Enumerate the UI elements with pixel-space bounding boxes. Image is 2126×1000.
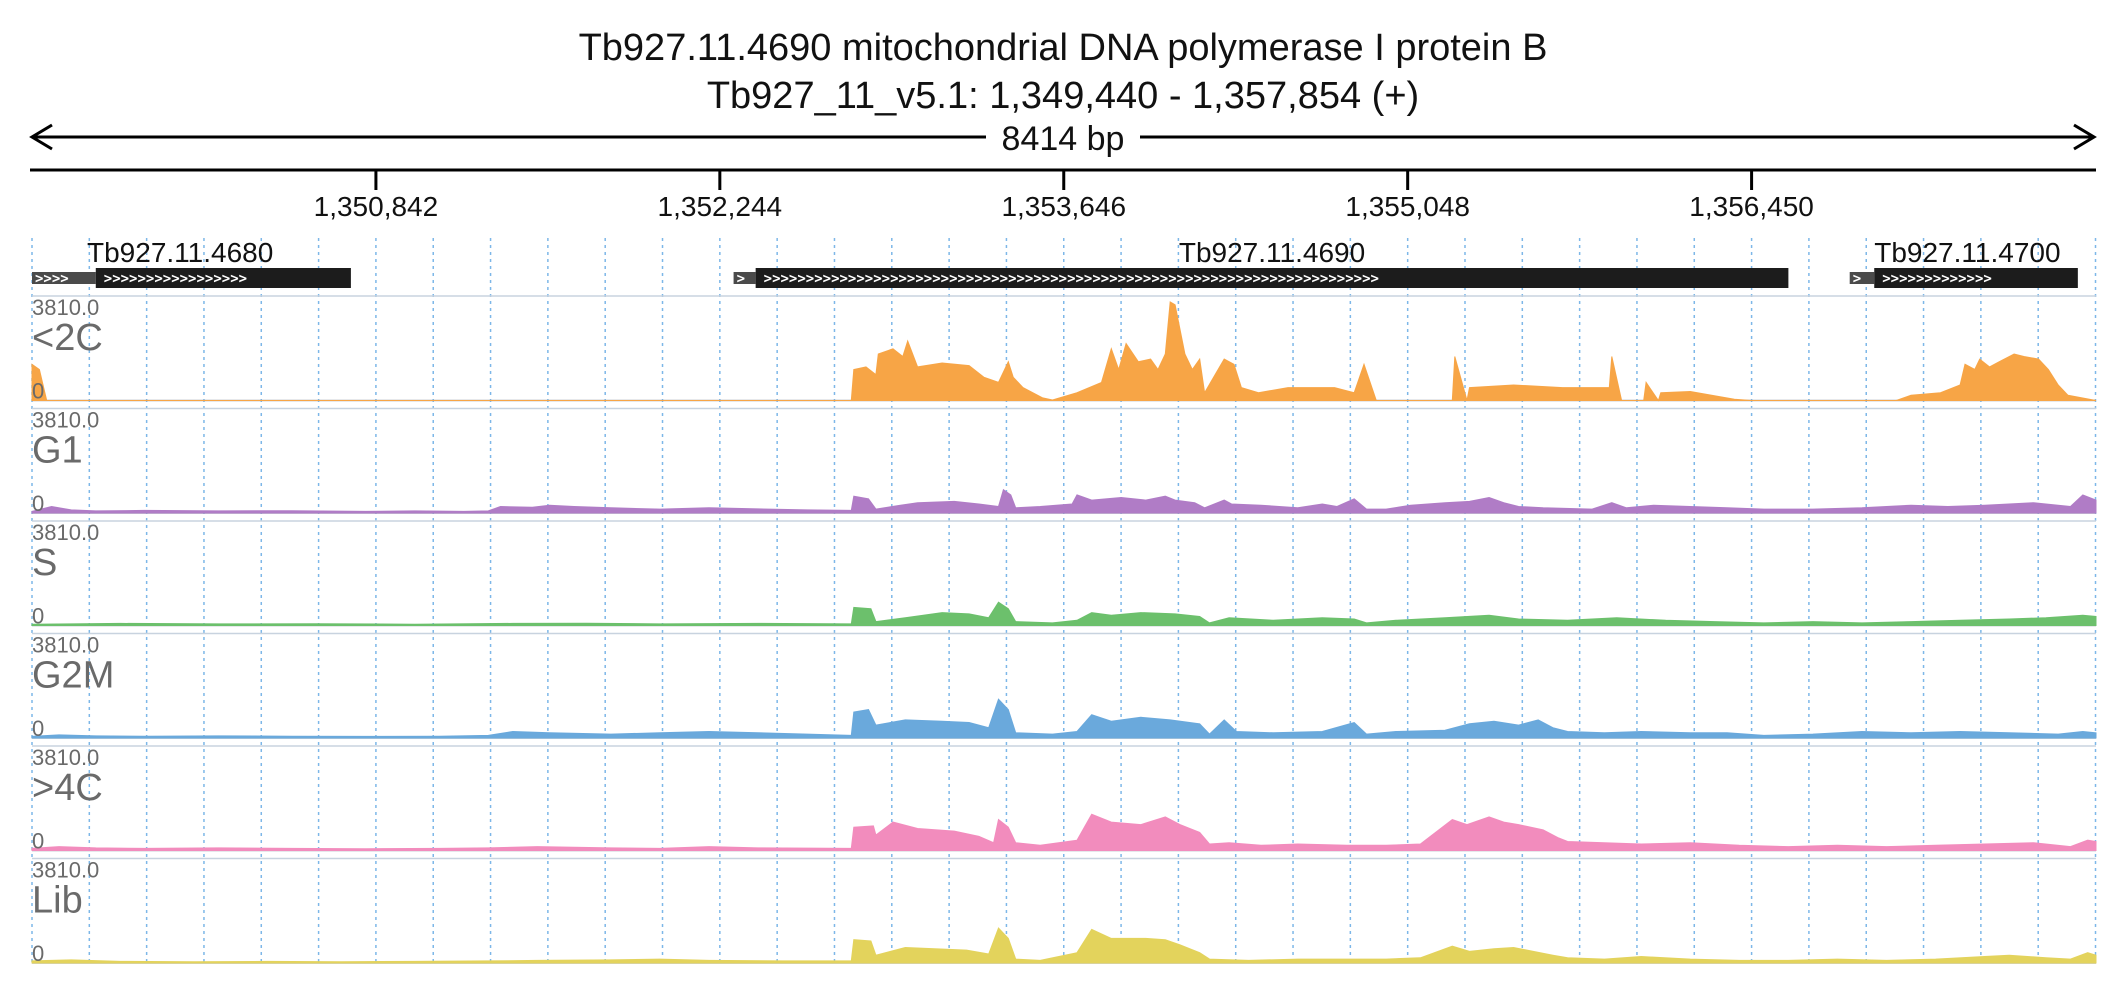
track-name-2: S [32,542,57,584]
track-area-3 [31,698,2097,739]
gene-models: >>>>>>>>>>>>>>>>>>>>>Tb927.11.4680>>>>>>… [32,237,2078,288]
track-ymax-label-5: 3810.0 [32,858,99,883]
gridlines [31,238,2097,964]
span-indicator: 8414 bp [29,120,2097,158]
track-ymax-label-4: 3810.0 [32,745,99,770]
gene-0: >>>>>>>>>>>>>>>>>>>>>Tb927.11.4680 [32,237,351,288]
track-name-1: G1 [32,430,83,472]
gene-utr-1 [733,272,756,284]
track-area-4 [31,813,2097,851]
track-ymin-label-0: 0 [32,379,44,404]
track-ymax-label-1: 3810.0 [32,408,99,433]
track-area-0 [31,301,2097,402]
track-0: 3810.0<2C 0 [31,295,2097,404]
track-name-4: >4C [32,767,103,809]
ruler-tick-label-0: 1,350,842 [314,191,439,222]
track-name-0: <2C [32,317,103,359]
track-ymin-label-1: 0 [32,491,44,516]
track-ymin-label-2: 0 [32,604,44,629]
gene-strand-arrows-1: >>>>>>>>>>>>>>>>>>>>>>>>>>>>>>>>>>>>>>>>… [764,271,1379,287]
figure-title-line1: Tb927.11.4690 mitochondrial DNA polymera… [579,27,1548,69]
gene-cds-0 [95,268,351,288]
coverage-tracks: 3810.0<2C03810.0G103810.0S03810.0G2M0381… [31,295,2097,966]
track-area-5 [31,927,2097,964]
track-ymin-label-5: 0 [32,941,44,966]
span-length-label: 8414 bp [1002,120,1125,158]
ruler-tick-label-1: 1,352,244 [658,191,783,222]
track-name-5: Lib [32,880,83,922]
gene-label-2: Tb927.11.4700 [1874,237,2060,268]
track-ymax-label-2: 3810.0 [32,520,99,545]
gene-utr-arrows-0: >>>> [35,271,69,287]
track-4: 3810.0>4C 0 [31,745,2097,854]
ruler-tick-label-2: 1,353,646 [1001,191,1126,222]
gene-utr-2 [1849,272,1875,284]
gene-utr-arrows-1: > [737,271,745,287]
span-arrow-right-head [2073,123,2097,151]
gene-label-1: Tb927.11.4690 [1179,237,1365,268]
track-name-3: G2M [32,655,114,697]
span-arrow-left-head [29,123,53,151]
gene-cds-1 [755,268,1789,288]
track-1: 3810.0G1 0 [31,408,2097,516]
ruler-ticks: 1,350,842 1,352,244 1,353,646 1,355,048 1,35… [314,170,1814,222]
track-ymin-label-4: 0 [32,829,44,854]
gene-strand-arrows-2: >>>>>>>>>>>>> [1882,271,1992,287]
track-area-1 [31,488,2097,514]
ruler-tick-label-3: 1,355,048 [1345,191,1470,222]
gene-1: >>>>>>>>>>>>>>>>>>>>>>>>>>>>>>>>>>>>>>>>… [733,237,1789,288]
track-ymax-label-3: 3810.0 [32,633,99,658]
gene-cds-2 [1874,268,2078,288]
track-ymin-label-3: 0 [32,716,44,741]
gene-label-0: Tb927.11.4680 [87,237,273,268]
track-2: 3810.0S 0 [31,520,2097,629]
gene-2: >>>>>>>>>>>>>>Tb927.11.4700 [1849,237,2078,288]
gene-utr-arrows-2: > [1853,271,1861,287]
track-area-2 [31,601,2097,626]
gene-utr-0 [32,272,96,284]
track-ymax-label-0: 3810.0 [32,295,99,320]
figure-title-line2: Tb927_11_v5.1: 1,349,440 - 1,357,854 (+) [707,75,1419,117]
ruler-tick-label-4: 1,356,450 [1689,191,1814,222]
gene-strand-arrows-0: >>>>>>>>>>>>>>>>> [104,271,247,287]
